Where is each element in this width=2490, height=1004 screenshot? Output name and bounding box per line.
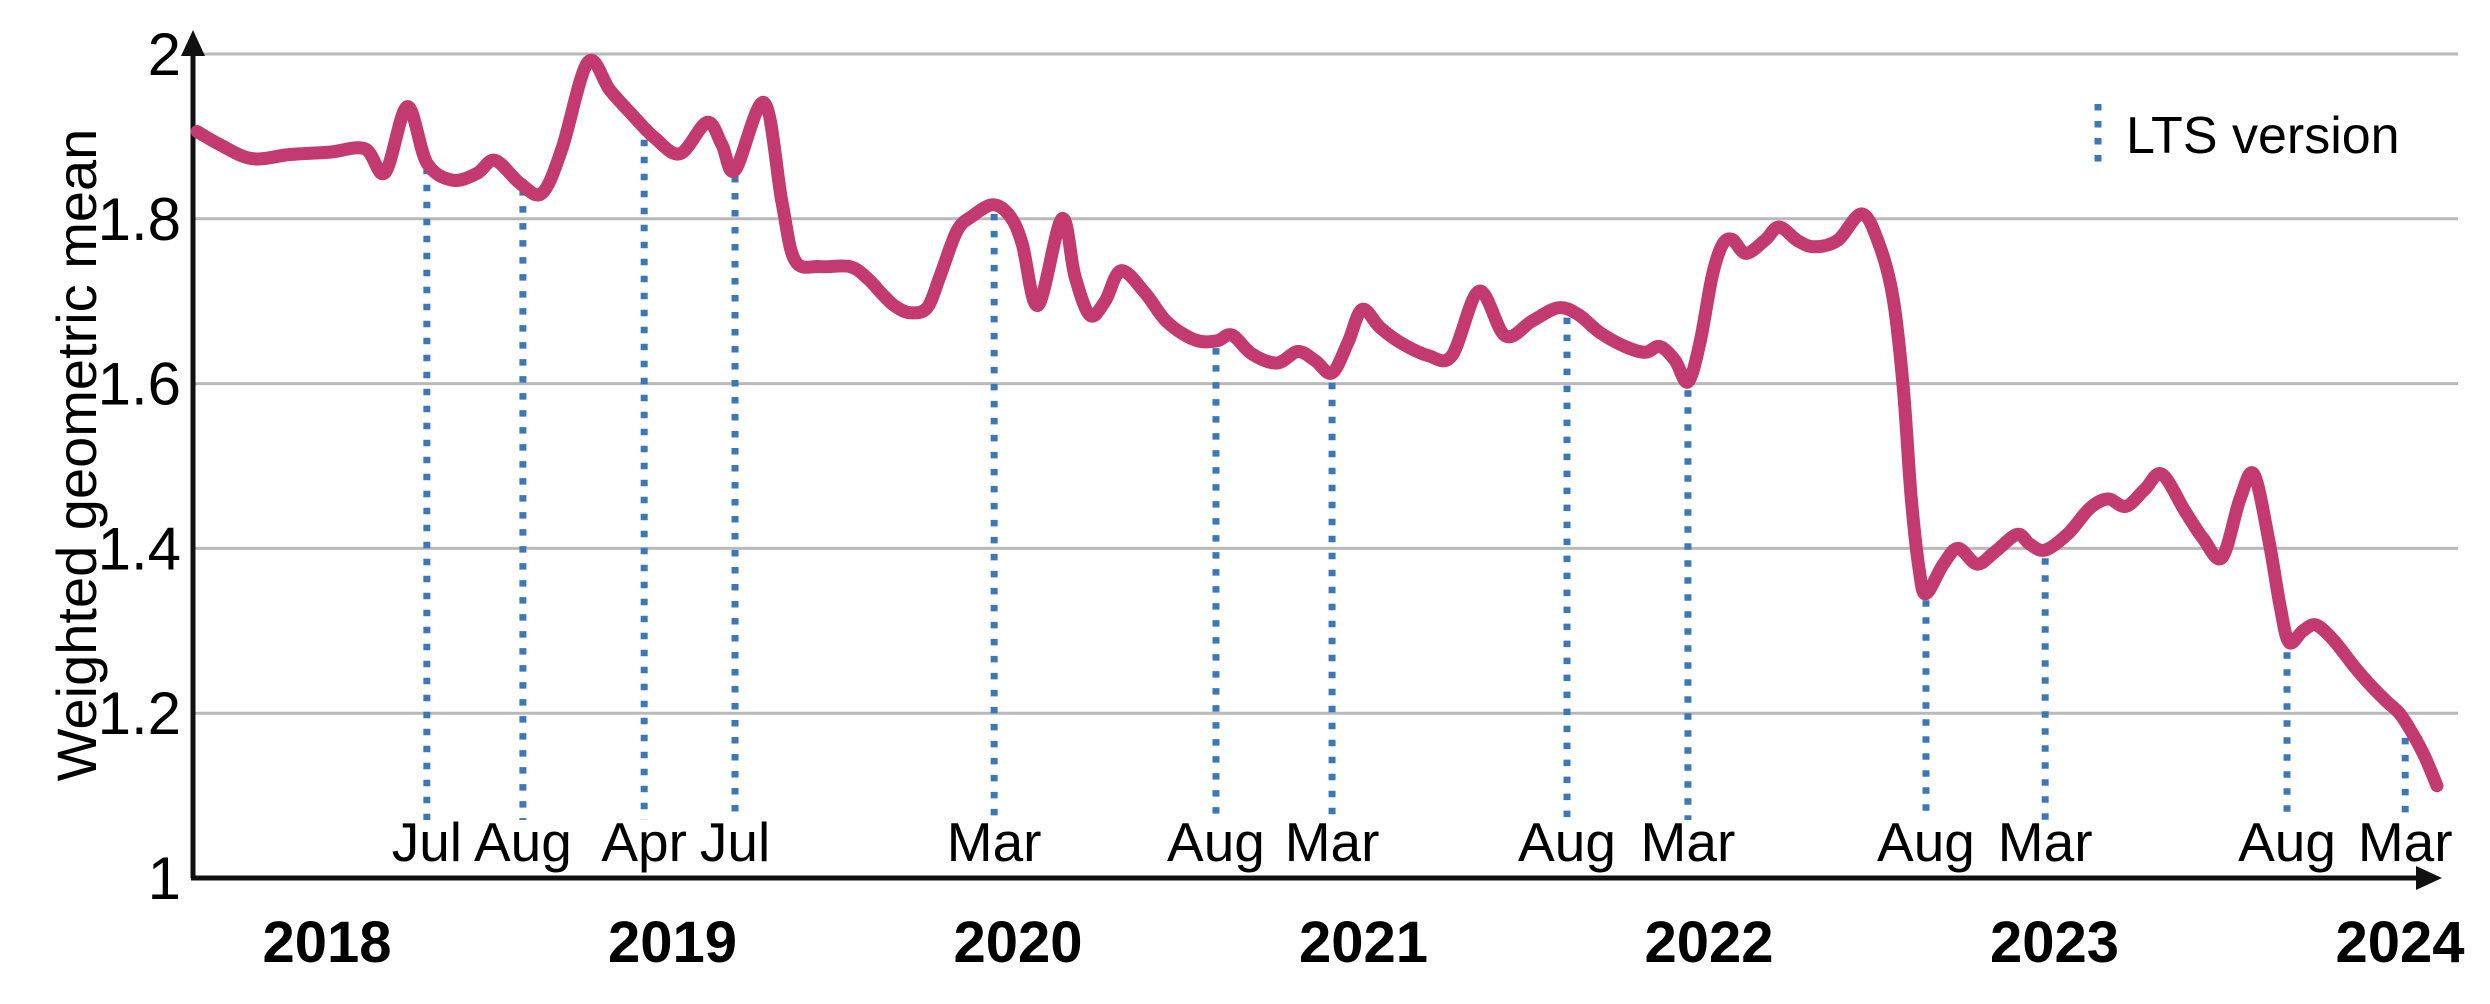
lts-marker-lines (423, 139, 2409, 820)
gridlines (193, 52, 2458, 715)
y-axis-arrow-icon (181, 30, 205, 56)
x-year-label: 2019 (608, 910, 737, 975)
y-tick-labels: 2 1.8 1.6 1.4 1.2 1 (98, 21, 181, 912)
legend-label: LTS version (2126, 107, 2400, 165)
x-axis-arrow-icon (2416, 866, 2442, 890)
y-axis-title: Weighted geometric mean (45, 129, 108, 782)
lts-month-label: Mar (947, 811, 1042, 873)
lts-month-label: Mar (1285, 811, 1380, 873)
lts-month-label: Aug (2238, 811, 2336, 873)
y-axis (181, 30, 205, 878)
lts-month-label: Jul (392, 811, 462, 873)
x-year-label: 2022 (1644, 910, 1773, 975)
y-tick-label: 1.4 (98, 515, 181, 582)
legend: LTS version (2094, 104, 2400, 170)
lts-month-label: Apr (601, 811, 687, 873)
x-year-label: 2021 (1299, 910, 1428, 975)
y-tick-label: 1 (148, 845, 181, 912)
lts-month-label: Aug (1518, 811, 1616, 873)
lts-month-label: Aug (1877, 811, 1975, 873)
x-axis (191, 866, 2442, 890)
x-year-label: 2024 (2335, 910, 2464, 975)
x-year-label: 2023 (1990, 910, 2119, 975)
y-tick-label: 2 (148, 21, 181, 88)
x-year-label: 2020 (953, 910, 1082, 975)
lts-month-label: Mar (1998, 811, 2093, 873)
x-year-label: 2018 (262, 910, 391, 975)
y-tick-label: 1.8 (98, 186, 181, 253)
lts-month-labels: Jul Aug Apr Jul Mar Aug Mar Aug Mar Aug Mar Aug Mar (392, 811, 2453, 873)
lts-month-label: Mar (2358, 811, 2453, 873)
series-line (190, 53, 2444, 793)
x-year-labels: 2018 2019 2020 2021 2022 2023 2024 (262, 910, 2464, 975)
y-tick-label: 1.2 (98, 680, 181, 747)
y-tick-label: 1.6 (98, 351, 181, 418)
lts-month-label: Mar (1641, 811, 1736, 873)
lts-month-label: Aug (1167, 811, 1265, 873)
lts-month-label: Jul (700, 811, 770, 873)
lts-month-label: Aug (474, 811, 572, 873)
